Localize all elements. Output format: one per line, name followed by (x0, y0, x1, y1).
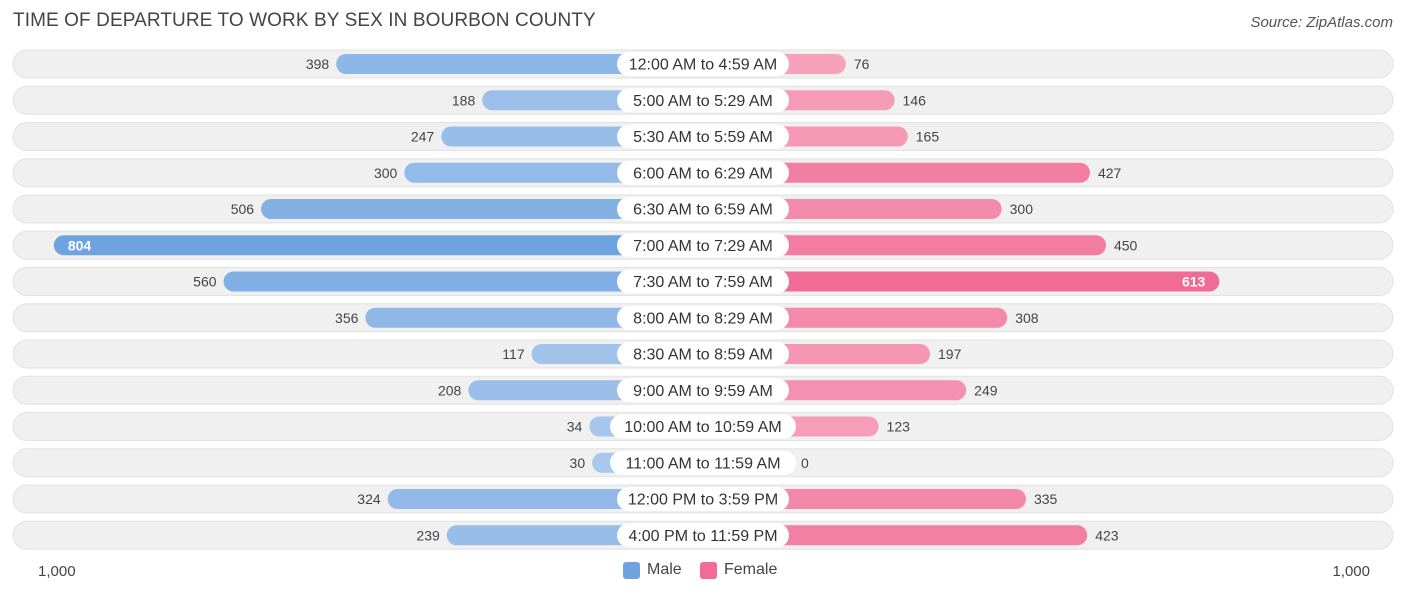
category-label: 8:00 AM to 8:29 AM (633, 310, 773, 327)
category-label-bg (617, 523, 789, 548)
male-value-label: 300 (374, 165, 398, 181)
category-label-bg (617, 160, 789, 185)
chart-title: TIME OF DEPARTURE TO WORK BY SEX IN BOUR… (13, 10, 596, 31)
category-label-bg (617, 378, 789, 403)
female-value-label: 450 (1114, 237, 1138, 253)
category-label: 5:30 AM to 5:59 AM (633, 129, 773, 146)
male-value-label: 398 (306, 56, 330, 72)
category-label: 8:30 AM to 8:59 AM (633, 347, 773, 364)
category-label-bg (617, 342, 789, 366)
legend-item-female: Female (700, 561, 777, 579)
female-bar (703, 271, 1220, 292)
category-label-bg (617, 269, 789, 294)
category-label: 12:00 AM to 4:59 AM (629, 57, 778, 74)
female-value-label: 249 (974, 382, 998, 398)
category-label-bg (617, 88, 789, 113)
source-label: Source: ZipAtlas.com (1250, 14, 1393, 31)
male-value-label: 247 (411, 129, 435, 145)
legend-item-male: Male (623, 561, 682, 579)
category-label-bg (617, 233, 789, 258)
axis-left-label: 1,000 (38, 563, 76, 580)
female-value-label: 123 (887, 419, 911, 435)
category-label-bg (617, 124, 789, 149)
axis-right-label: 1,000 (1332, 563, 1370, 580)
category-label: 4:00 PM to 11:59 PM (628, 528, 777, 545)
female-value-label: 335 (1034, 491, 1058, 507)
category-label-bg (610, 450, 796, 475)
category-label: 7:00 AM to 7:29 AM (633, 238, 773, 255)
legend-swatch-female (700, 561, 717, 579)
category-label: 9:00 AM to 9:59 AM (633, 383, 773, 400)
female-bar (703, 235, 1106, 256)
category-label: 6:00 AM to 6:29 AM (633, 165, 773, 182)
male-value-label: 356 (335, 310, 359, 326)
category-label: 7:30 AM to 7:59 AM (633, 274, 773, 291)
category-label: 11:00 AM to 11:59 AM (625, 455, 780, 472)
female-value-label: 165 (916, 129, 940, 145)
male-bar (336, 54, 703, 74)
female-value-label: 427 (1098, 165, 1122, 181)
legend-swatch-male (623, 561, 640, 579)
female-bar (703, 525, 1088, 546)
category-label-bg (610, 414, 796, 439)
category-label: 5:00 AM to 5:29 AM (633, 93, 773, 110)
female-value-label: 197 (938, 346, 962, 362)
female-value-label: 423 (1095, 527, 1119, 543)
male-value-label: 804 (68, 237, 92, 253)
male-bar (53, 235, 704, 256)
legend-label-female: Female (724, 561, 778, 578)
female-value-label: 0 (801, 455, 809, 471)
male-bar (261, 199, 703, 219)
male-bar (223, 271, 703, 292)
male-value-label: 560 (193, 274, 217, 290)
female-value-label: 146 (903, 92, 927, 108)
male-value-label: 117 (502, 346, 525, 362)
category-label: 12:00 PM to 3:59 PM (628, 492, 778, 509)
category-label-bg (617, 197, 789, 221)
category-label-bg (617, 487, 789, 511)
male-value-label: 208 (438, 382, 462, 398)
legend-label-male: Male (647, 561, 682, 578)
male-value-label: 30 (570, 455, 586, 471)
male-value-label: 34 (567, 419, 583, 435)
male-value-label: 506 (231, 201, 255, 217)
male-value-label: 324 (357, 491, 381, 507)
category-label: 6:30 AM to 6:59 AM (633, 202, 773, 219)
category-label-bg (617, 305, 789, 330)
category-label: 10:00 AM to 10:59 AM (624, 419, 781, 436)
male-value-label: 239 (416, 527, 440, 543)
legend: Male Female (0, 561, 1406, 581)
female-value-label: 76 (854, 56, 870, 72)
female-bar (703, 162, 1090, 183)
male-value-label: 188 (452, 92, 476, 108)
female-value-label: 308 (1015, 310, 1039, 326)
category-label-bg (617, 52, 789, 76)
female-value-label: 613 (1182, 274, 1206, 290)
female-value-label: 300 (1010, 201, 1034, 217)
